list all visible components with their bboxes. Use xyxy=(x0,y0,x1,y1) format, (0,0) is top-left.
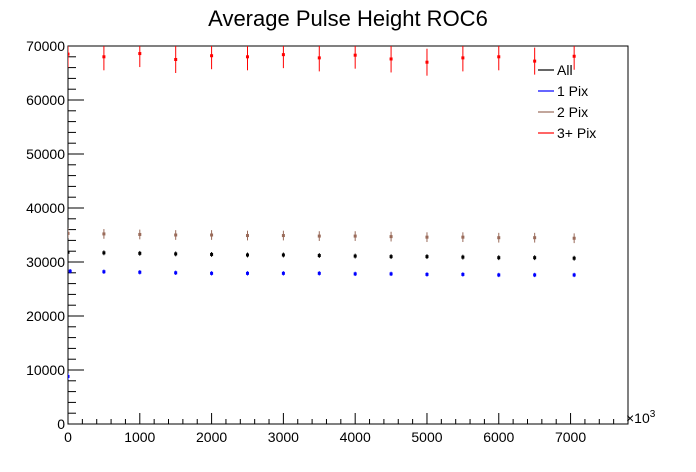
chart-title: Average Pulse Height ROC6 xyxy=(208,6,488,31)
data-point xyxy=(317,56,321,60)
data-point xyxy=(102,270,106,274)
data-point xyxy=(245,253,249,257)
data-point xyxy=(461,235,465,239)
data-point xyxy=(174,233,178,237)
data-point xyxy=(317,234,321,238)
data-point xyxy=(533,273,537,277)
data-point xyxy=(461,56,465,60)
data-point xyxy=(281,234,285,238)
y-tick-label: 10000 xyxy=(26,362,65,378)
data-point xyxy=(497,256,501,260)
legend-label: 1 Pix xyxy=(557,83,588,99)
data-point xyxy=(281,253,285,257)
data-point xyxy=(572,256,576,260)
data-point xyxy=(389,235,393,239)
data-point xyxy=(572,54,576,58)
x-tick-label: 2000 xyxy=(196,429,227,445)
data-point xyxy=(68,269,72,273)
x-tick-label: 6000 xyxy=(483,429,514,445)
series-1-pix xyxy=(68,269,576,380)
data-point xyxy=(68,250,70,254)
data-point xyxy=(425,235,429,239)
data-point xyxy=(533,236,537,240)
data-point xyxy=(425,60,429,64)
legend-label: 3+ Pix xyxy=(557,125,596,141)
data-point xyxy=(353,234,357,238)
data-point xyxy=(425,272,429,276)
data-point xyxy=(281,53,285,57)
y-tick-label: 70000 xyxy=(26,38,65,54)
data-point xyxy=(174,58,178,61)
data-point xyxy=(317,271,321,275)
data-point xyxy=(353,53,357,57)
y-tick-label: 30000 xyxy=(26,254,65,270)
series-layer xyxy=(68,46,576,380)
data-point xyxy=(245,55,249,59)
y-tick-label: 40000 xyxy=(26,200,65,216)
data-point xyxy=(461,255,465,259)
data-point xyxy=(138,52,142,56)
data-point xyxy=(245,271,249,275)
legend: All 1 Pix 2 Pix 3+ Pix xyxy=(538,62,596,141)
data-point xyxy=(353,254,357,258)
data-point xyxy=(174,252,178,256)
data-point xyxy=(389,272,393,276)
axes: 0 1000 2000 3000 4000 5000 6000 700001000020000… xyxy=(26,38,629,445)
data-point xyxy=(210,271,214,275)
data-point xyxy=(68,231,70,235)
data-point xyxy=(102,251,106,255)
x-tick-label: 1000 xyxy=(124,429,155,445)
data-point xyxy=(174,271,178,275)
data-point xyxy=(317,254,321,258)
data-point xyxy=(245,234,249,238)
y-tick-label: 20000 xyxy=(26,308,65,324)
data-point xyxy=(210,233,214,237)
data-point xyxy=(533,256,537,260)
legend-label: 2 Pix xyxy=(557,104,588,120)
plot-frame xyxy=(67,45,629,425)
data-point xyxy=(210,54,214,58)
y-tick-label: 60000 xyxy=(26,92,65,108)
data-point xyxy=(102,55,106,59)
data-point xyxy=(572,236,576,240)
data-point xyxy=(389,255,393,259)
data-point xyxy=(533,59,537,63)
x-tick-label: 5000 xyxy=(411,429,442,445)
data-point xyxy=(210,252,214,256)
data-point xyxy=(389,57,393,61)
data-point xyxy=(497,55,501,59)
data-point xyxy=(281,271,285,275)
data-point xyxy=(425,255,429,259)
data-point xyxy=(138,251,142,255)
legend-label: All xyxy=(557,62,573,78)
data-point xyxy=(461,272,465,276)
data-point xyxy=(497,236,501,240)
y-tick-label: 50000 xyxy=(26,146,65,162)
x-exponent-label: ×103 xyxy=(626,409,656,426)
x-tick-label: 7000 xyxy=(555,429,586,445)
data-point xyxy=(102,232,106,236)
data-point xyxy=(68,52,70,56)
x-tick-label: 3000 xyxy=(268,429,299,445)
series-3-pix xyxy=(68,46,576,76)
series-all xyxy=(68,249,576,261)
data-point xyxy=(138,232,142,236)
y-tick-label: 0 xyxy=(57,416,65,432)
data-point xyxy=(497,273,501,277)
series-2-pix xyxy=(68,228,576,244)
x-tick-label: 4000 xyxy=(340,429,371,445)
data-point xyxy=(68,374,70,378)
x-tick-label: 0 xyxy=(64,429,72,445)
data-point xyxy=(572,273,576,277)
data-point xyxy=(138,270,142,274)
data-point xyxy=(353,272,357,276)
